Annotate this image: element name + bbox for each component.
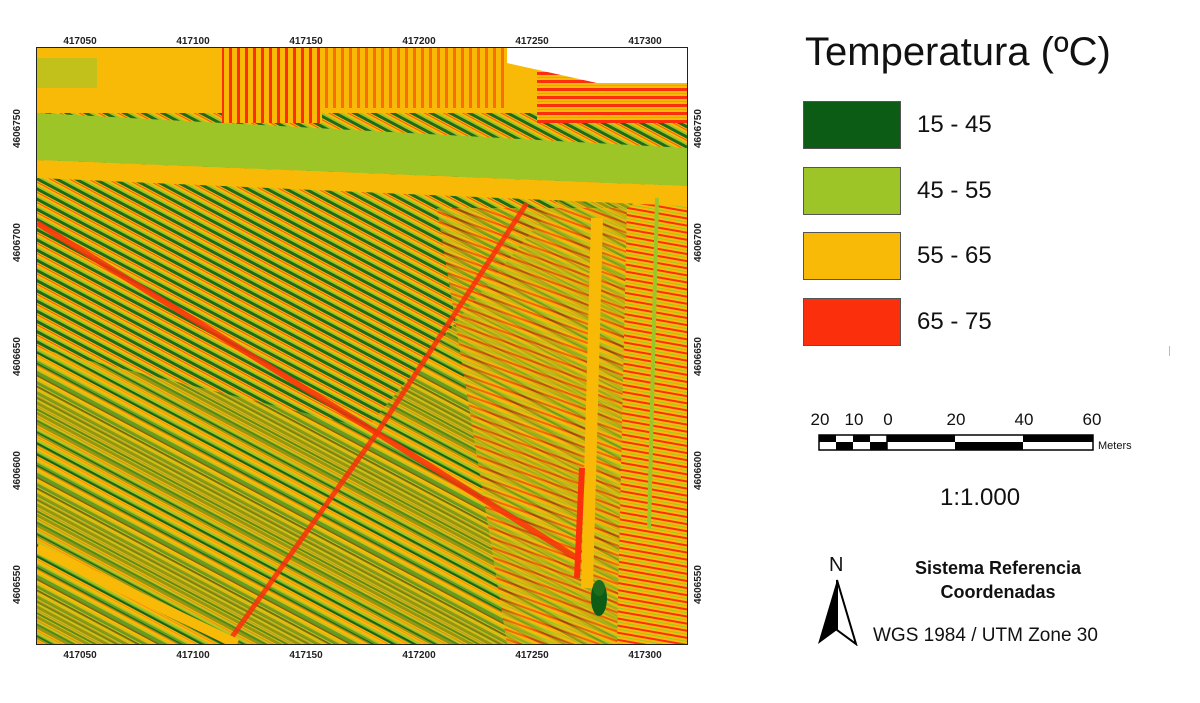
y-tick-right: 4606700 xyxy=(693,223,704,262)
legend-label: 55 - 65 xyxy=(917,242,992,269)
scale-label: 10 xyxy=(844,410,864,429)
legend-swatch xyxy=(803,101,901,149)
scale-units: Meters xyxy=(1098,440,1132,452)
y-tick-right: 4606750 xyxy=(693,109,704,148)
y-tick-left: 4606750 xyxy=(12,109,23,148)
y-tick-left: 4606650 xyxy=(12,337,23,376)
legend-swatch xyxy=(803,298,901,346)
y-tick-right: 4606600 xyxy=(693,451,704,490)
crs-value: WGS 1984 / UTM Zone 30 xyxy=(873,625,1098,646)
legend-title: Temperatura (ºC) xyxy=(805,30,1111,74)
legend-label: 45 - 55 xyxy=(917,177,992,204)
scale-label: 40 xyxy=(1014,410,1034,429)
crs-title: Sistema Referencia Coordenadas xyxy=(914,558,1082,602)
y-tick-left: 4606700 xyxy=(12,223,23,262)
scale-label: 60 xyxy=(1082,410,1102,429)
x-tick-bottom: 417050 xyxy=(63,650,97,661)
y-tick-left: 4606600 xyxy=(12,451,23,490)
edge-mark xyxy=(1169,346,1170,356)
y-tick-right: 4606550 xyxy=(693,565,704,604)
x-tick-bottom: 417150 xyxy=(289,650,323,661)
x-tick-top: 417050 xyxy=(63,36,97,47)
scale-ratio: 1:1.000 xyxy=(940,484,1021,511)
y-tick-right: 4606650 xyxy=(693,337,704,376)
x-tick-top: 417100 xyxy=(176,36,210,47)
legend-label: 15 - 45 xyxy=(917,111,992,138)
x-tick-bottom: 417250 xyxy=(515,650,549,661)
north-letter: N xyxy=(829,554,844,576)
legend-swatch xyxy=(803,232,901,280)
x-tick-bottom: 417300 xyxy=(628,650,662,661)
scale-bar-graphic xyxy=(818,434,1094,451)
y-tick-left: 4606550 xyxy=(12,565,23,604)
thermal-map[interactable] xyxy=(36,47,688,645)
thermal-raster xyxy=(37,48,687,644)
x-tick-bottom: 417100 xyxy=(176,650,210,661)
scale-label: 0 xyxy=(883,410,893,429)
scale-label: 20 xyxy=(946,410,966,429)
x-tick-top: 417250 xyxy=(515,36,549,47)
north-arrow-icon xyxy=(818,579,858,646)
legend-label: 65 - 75 xyxy=(917,308,992,335)
x-tick-top: 417300 xyxy=(628,36,662,47)
x-tick-top: 417200 xyxy=(402,36,436,47)
legend-swatch xyxy=(803,167,901,215)
x-tick-bottom: 417200 xyxy=(402,650,436,661)
scale-label: 20 xyxy=(810,410,830,429)
x-tick-top: 417150 xyxy=(289,36,323,47)
scale-bar: 20 10 0 20 40 60 Meters xyxy=(808,410,1148,460)
